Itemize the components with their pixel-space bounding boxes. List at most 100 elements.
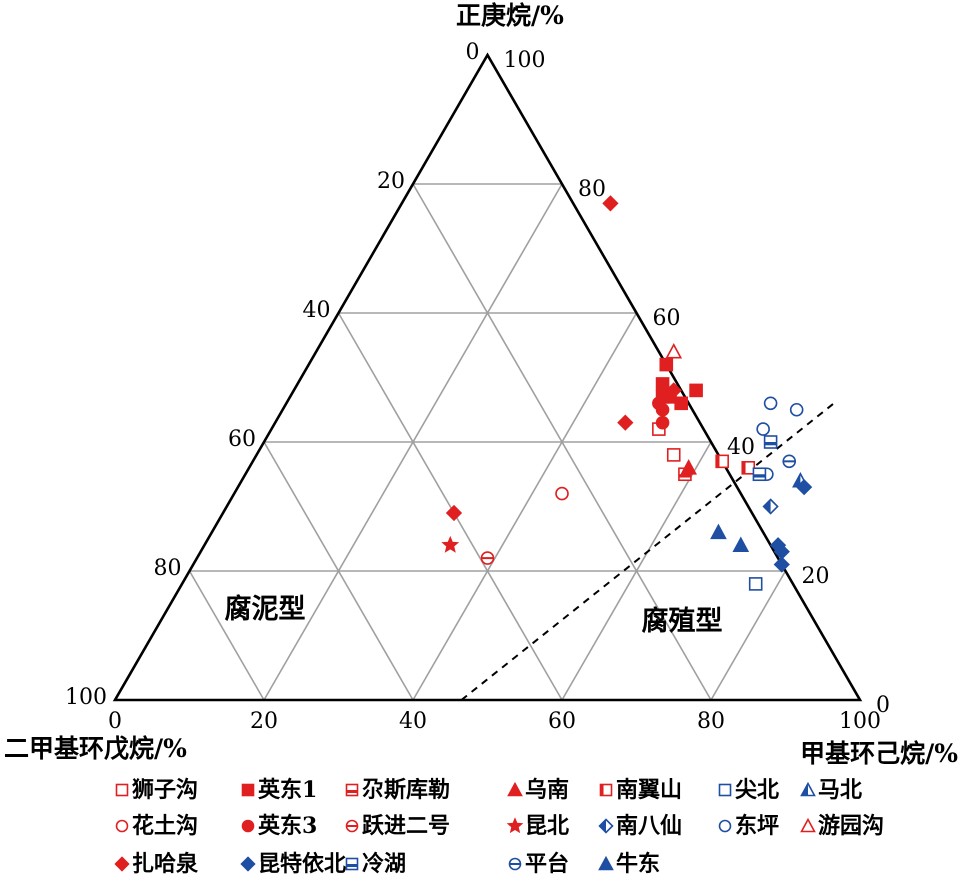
legend-label: 南八仙: [616, 813, 682, 839]
legend-label: 跃进二号: [362, 813, 450, 839]
right-axis-title: 甲基环己烷/%: [800, 739, 958, 768]
point-13-0: [665, 343, 683, 359]
point-1-4: [689, 383, 703, 398]
region-label-humic: 腐殖型: [642, 606, 723, 637]
legend-marker-17: [508, 857, 522, 871]
point-10-0: [441, 535, 460, 553]
tick-label-bottom: 100: [839, 709, 881, 734]
legend-label: 东坪: [735, 813, 779, 839]
legend-label: 乌南: [525, 777, 569, 803]
legend-label: 南翼山: [616, 777, 682, 803]
legend-marker-9: [345, 819, 359, 833]
tick-label-left: 80: [154, 556, 182, 581]
tick-label-left: 100: [65, 685, 107, 710]
legend-label: 尕斯库勒: [362, 777, 450, 803]
point-14-1: [617, 414, 634, 431]
point-3-0: [680, 459, 697, 475]
legend-marker-6: [800, 781, 816, 797]
top-axis-title: 正庚烷/%: [456, 1, 564, 30]
point-16-0: [752, 467, 767, 482]
legend-marker-10: [506, 817, 524, 834]
region-label-sapropelic: 腐泥型: [225, 594, 306, 625]
point-12-1: [756, 422, 770, 436]
legend-marker-18: [598, 855, 614, 871]
legend-marker-3: [507, 781, 523, 797]
legend-label: 冷湖: [362, 851, 406, 877]
point-7-0: [555, 486, 569, 501]
tick-label-left: 40: [303, 298, 331, 323]
legend-marker-12: [718, 819, 732, 833]
point-1-3: [659, 357, 674, 372]
point-12-3: [763, 396, 778, 411]
tick-label-right: 80: [578, 177, 606, 202]
tick-label-bottom: 80: [697, 709, 725, 734]
grid-line-falling: [263, 441, 414, 701]
tick-label-right: 100: [504, 48, 546, 73]
legend-marker-13: [800, 817, 816, 833]
tick-label-left: 0: [466, 40, 480, 65]
legend-marker-15: [240, 856, 256, 872]
point-17-0: [782, 454, 797, 469]
legend-label: 花土沟: [132, 813, 198, 839]
tick-label-left: 20: [377, 169, 405, 194]
legend-marker-4: [599, 783, 613, 797]
legend-label: 牛东: [616, 851, 660, 877]
grid-line-falling: [188, 570, 265, 701]
legend-label: 尖北: [735, 777, 779, 803]
triangle-outline: [112, 52, 863, 702]
grid-line-rising: [412, 312, 638, 701]
legend-marker-14: [114, 856, 130, 872]
point-4-0: [715, 454, 729, 469]
legend-label: 昆北: [525, 813, 569, 839]
legend-label: 狮子沟: [132, 777, 198, 803]
legend-marker-1: [241, 783, 255, 797]
legend-marker-5: [718, 783, 732, 797]
point-12-2: [789, 402, 804, 417]
point-14-0: [602, 195, 619, 212]
data-points: [441, 195, 813, 591]
point-18-0: [732, 536, 750, 553]
legend-label: 马北: [818, 777, 862, 803]
boundary-dashed-line: [460, 402, 835, 701]
legend-marker-7: [115, 819, 129, 833]
point-9-0: [480, 551, 495, 565]
left-axis-title: 二甲基环戊烷/%: [4, 734, 187, 763]
tick-label-bottom: 20: [250, 709, 278, 734]
grid-line-falling: [337, 312, 563, 701]
legend-marker-8: [241, 819, 255, 833]
tick-label-right: 40: [727, 435, 755, 460]
legend-marker-11: [598, 818, 614, 834]
point-8-1: [655, 402, 670, 417]
point-4-1: [741, 460, 756, 475]
point-1-0: [655, 377, 670, 391]
point-11-0: [762, 498, 779, 515]
point-16-1: [763, 435, 778, 449]
point-5-0: [748, 577, 763, 591]
grid-lines: [188, 183, 787, 701]
triangle-frame: [112, 52, 863, 702]
point-14-3: [445, 504, 463, 522]
point-0-1: [666, 448, 681, 462]
legend-marker-0: [115, 783, 129, 797]
tick-label-right: 20: [802, 564, 830, 589]
point-8-2: [655, 415, 670, 430]
legend-marker-2: [345, 783, 359, 797]
tick-label-left: 60: [228, 427, 256, 452]
point-1-2: [674, 396, 689, 411]
legend-label: 游园沟: [818, 813, 884, 839]
point-15-3: [773, 556, 790, 573]
legend-label: 英东1: [258, 777, 317, 803]
point-14-2: [665, 382, 682, 399]
grid-line-rising: [710, 570, 787, 701]
tick-label-bottom: 0: [108, 709, 122, 734]
legend-label: 平台: [525, 851, 569, 877]
legend-label: 昆特依北: [258, 851, 346, 877]
legend-label: 扎哈泉: [132, 851, 199, 877]
tick-label-right: 60: [653, 306, 681, 331]
point-18-1: [710, 523, 727, 540]
point-15-0: [795, 479, 813, 496]
tick-label-right: 0: [876, 693, 890, 718]
